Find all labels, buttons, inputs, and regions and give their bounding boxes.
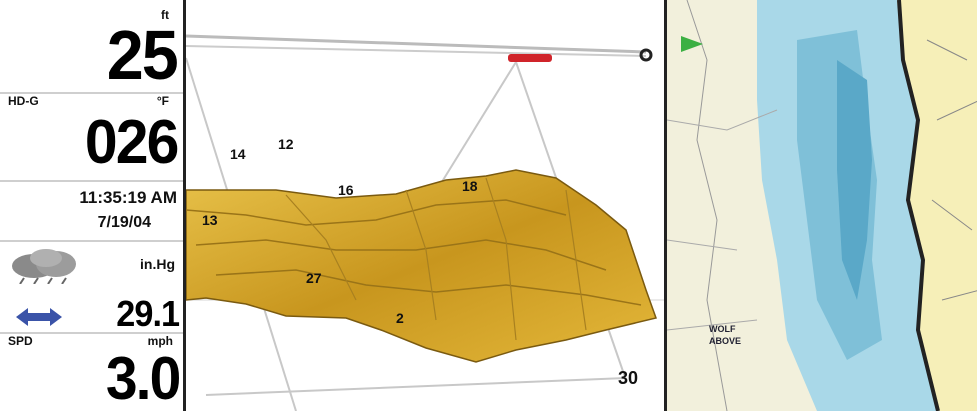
place-label: WOLF <box>709 324 736 334</box>
green-arrow-icon <box>681 36 703 52</box>
place-label: ABOVE <box>709 336 742 346</box>
heading-indicator-icon <box>639 48 653 62</box>
range-label: 30 <box>618 368 639 388</box>
temperature-unit: °F <box>156 94 169 108</box>
speed-label: SPD <box>8 334 33 348</box>
depth-label: 16 <box>338 182 354 198</box>
time-readout: 11:35:19 AM <box>79 188 177 207</box>
barometer-value: 29.1 <box>116 293 180 334</box>
3d-view-graphics <box>186 34 664 411</box>
depth-label: 18 <box>462 178 478 194</box>
temperature-value: 026 <box>84 108 178 177</box>
data-panel: ft 25 HD-G °F 026 11:35:19 AM 7/19/04 in… <box>0 0 186 411</box>
depth-label: 27 <box>306 270 322 286</box>
rain-cloud-icon <box>12 249 76 284</box>
depth-unit: ft <box>161 8 169 22</box>
depth-value: 25 <box>106 16 179 94</box>
temperature-label: HD-G <box>8 94 39 108</box>
depth-label: 14 <box>230 146 246 162</box>
boat-marker <box>508 54 552 62</box>
depth-label: 13 <box>202 212 218 228</box>
depth-label: 12 <box>278 136 294 152</box>
chart-view: WOLF ABOVE <box>664 0 977 411</box>
speed-value: 3.0 <box>105 345 180 412</box>
divider <box>0 92 183 94</box>
divider <box>0 240 183 242</box>
trend-arrow-icon <box>16 308 62 326</box>
3d-bottom-view: 0 14 12 16 18 13 27 2 30 <box>186 0 664 411</box>
depth-label: 2 <box>396 310 404 326</box>
chart-graphics <box>667 0 977 411</box>
divider <box>0 180 183 182</box>
date-readout: 7/19/04 <box>97 214 151 231</box>
speed-unit: mph <box>147 334 173 348</box>
divider <box>0 332 183 334</box>
barometer-unit: in.Hg <box>140 256 175 272</box>
